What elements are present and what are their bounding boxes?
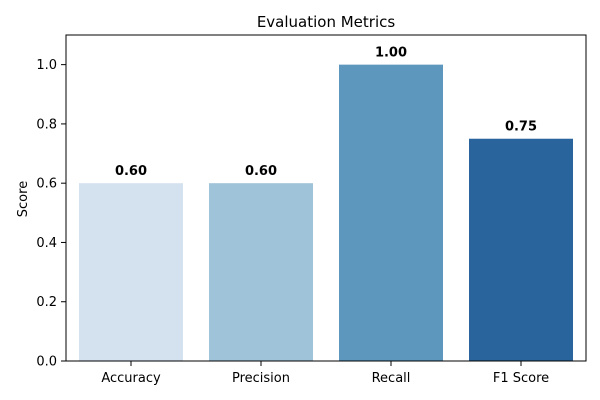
x-axis-ticks: Accuracy Precision Recall F1 Score xyxy=(101,361,549,386)
data-label-f1-score: 0.75 xyxy=(505,120,537,135)
plot-area-frame xyxy=(65,34,587,362)
y-tick-label: 0.0 xyxy=(36,355,57,370)
y-tick-label: 0.4 xyxy=(36,236,57,251)
y-axis-ticks: 0.0 0.2 0.4 0.6 0.8 1.0 xyxy=(36,58,66,370)
y-tick-label: 0.8 xyxy=(36,117,57,132)
bar-f1-score xyxy=(469,138,573,361)
bars-group xyxy=(79,64,573,361)
chart-title: Evaluation Metrics xyxy=(257,13,396,31)
y-tick-label: 1.0 xyxy=(36,58,57,73)
y-tick-label: 0.2 xyxy=(36,295,57,310)
data-label-precision: 0.60 xyxy=(245,164,277,179)
data-label-accuracy: 0.60 xyxy=(115,164,147,179)
data-labels-group: 0.60 0.60 1.00 0.75 xyxy=(115,46,537,180)
y-axis-label: Score xyxy=(16,181,31,217)
x-tick-label: F1 Score xyxy=(493,371,549,386)
bar-recall xyxy=(339,64,443,361)
bar-accuracy xyxy=(79,183,183,361)
y-tick-label: 0.6 xyxy=(36,177,57,192)
data-label-recall: 1.00 xyxy=(375,46,407,61)
x-tick-label: Accuracy xyxy=(101,371,161,386)
bar-precision xyxy=(209,183,313,361)
x-tick-label: Recall xyxy=(372,371,411,386)
x-tick-label: Precision xyxy=(232,371,290,386)
